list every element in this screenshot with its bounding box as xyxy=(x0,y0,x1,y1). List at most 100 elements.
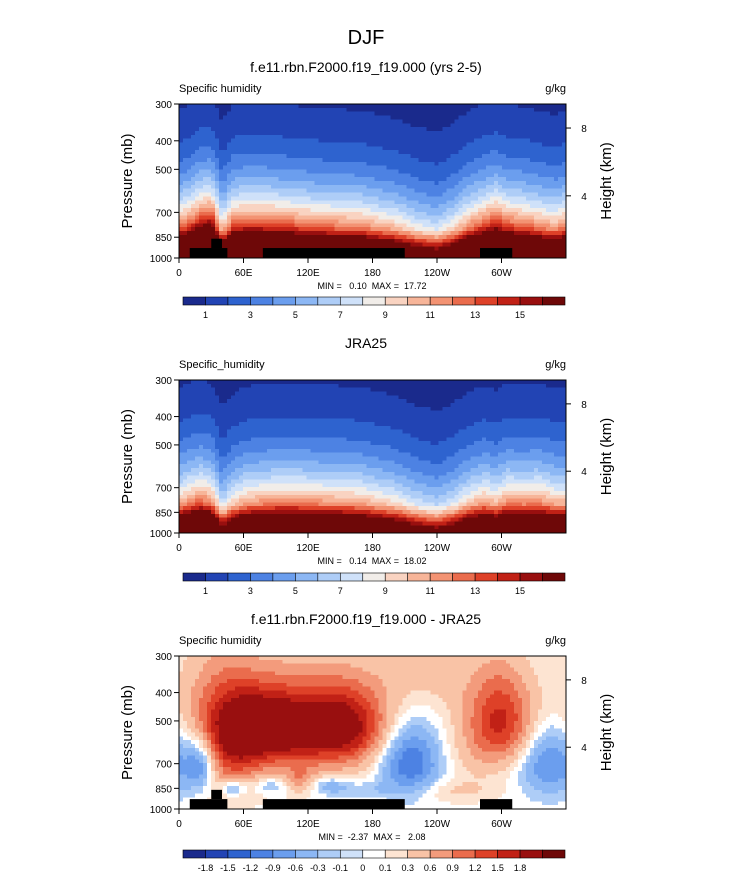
field-cell xyxy=(526,181,531,186)
field-cell xyxy=(210,192,216,197)
field-cell xyxy=(454,387,459,393)
field-cell xyxy=(438,192,443,197)
field-cell xyxy=(326,127,332,132)
field-cell xyxy=(186,127,192,132)
field-cell xyxy=(246,134,252,140)
field-cell xyxy=(198,410,204,416)
field-cell xyxy=(498,380,503,385)
field-cell xyxy=(562,146,567,151)
field-cell xyxy=(330,387,336,393)
field-cell xyxy=(278,111,284,117)
field-cell xyxy=(546,150,551,155)
field-cell xyxy=(470,231,475,236)
field-cell xyxy=(370,111,376,117)
field-cell xyxy=(562,173,567,178)
field-cell xyxy=(362,157,368,163)
field-cell xyxy=(186,119,192,124)
field-cell xyxy=(530,165,535,171)
field-cell xyxy=(258,207,264,213)
field-cell xyxy=(406,127,411,132)
field-cell xyxy=(254,196,260,201)
field-cell xyxy=(562,157,567,163)
field-cell xyxy=(290,231,296,236)
field-cell xyxy=(286,399,292,404)
field-cell xyxy=(406,254,411,259)
field-cell xyxy=(234,169,240,174)
field-cell xyxy=(462,418,467,423)
field-cell xyxy=(558,177,563,182)
field-cell xyxy=(382,107,388,113)
field-cell xyxy=(318,115,324,120)
field-cell xyxy=(458,142,463,147)
field-cell xyxy=(338,242,344,248)
field-cell xyxy=(302,234,308,240)
field-cell xyxy=(270,395,276,400)
field-cell xyxy=(298,115,304,120)
field-cell xyxy=(242,395,248,400)
field-cell xyxy=(378,406,384,412)
field-cell xyxy=(394,188,400,194)
field-cell xyxy=(378,127,384,132)
field-cell xyxy=(326,142,332,147)
field-cell xyxy=(226,242,232,248)
field-cell xyxy=(418,406,423,412)
field-cell xyxy=(370,383,376,389)
field-cell xyxy=(502,111,507,117)
field-cell xyxy=(330,383,336,389)
field-cell xyxy=(218,138,224,144)
field-cell xyxy=(546,142,551,147)
field-cell xyxy=(238,192,244,197)
field-cell xyxy=(306,146,312,151)
field-cell xyxy=(230,146,236,151)
field-cell xyxy=(242,107,248,113)
field-cell xyxy=(366,188,372,194)
field-cell xyxy=(206,123,212,128)
field-cell xyxy=(534,406,539,412)
field-cell xyxy=(374,134,380,140)
field-cell xyxy=(402,418,408,423)
field-cell xyxy=(234,246,240,251)
field-cell xyxy=(238,246,244,251)
field-cell xyxy=(206,200,212,205)
field-cell xyxy=(562,254,567,259)
field-cell xyxy=(422,410,427,416)
field-cell xyxy=(282,204,288,209)
field-cell xyxy=(334,181,340,186)
field-cell xyxy=(198,130,204,136)
field-cell xyxy=(194,211,200,217)
field-cell xyxy=(558,234,563,240)
field-cell xyxy=(430,399,435,404)
field-cell xyxy=(190,111,196,117)
field-cell xyxy=(246,177,252,182)
field-cell xyxy=(470,399,475,404)
field-cell xyxy=(258,169,264,174)
field-cell xyxy=(374,123,380,128)
field-cell xyxy=(410,231,415,236)
field-cell xyxy=(402,204,408,209)
field-cell xyxy=(466,223,471,228)
field-cell xyxy=(202,215,208,221)
field-cell xyxy=(218,127,224,132)
field-cell xyxy=(282,161,288,167)
field-cell xyxy=(202,402,208,408)
field-cell xyxy=(226,204,232,209)
field-cell xyxy=(442,196,447,201)
field-cell xyxy=(314,215,320,221)
field-cell xyxy=(502,204,507,209)
field-cell xyxy=(190,387,196,393)
field-cell xyxy=(182,127,188,132)
field-cell xyxy=(370,223,376,228)
field-cell xyxy=(186,134,192,140)
field-cell xyxy=(242,134,248,140)
field-cell xyxy=(326,134,332,140)
field-cell xyxy=(266,173,272,178)
field-cell xyxy=(490,192,495,197)
field-cell xyxy=(398,219,404,224)
field-cell xyxy=(294,227,300,232)
field-cell xyxy=(554,111,559,117)
field-cell xyxy=(338,215,344,221)
field-cell xyxy=(510,234,515,240)
field-cell xyxy=(486,188,491,194)
field-cell xyxy=(358,173,364,178)
field-cell xyxy=(554,192,559,197)
